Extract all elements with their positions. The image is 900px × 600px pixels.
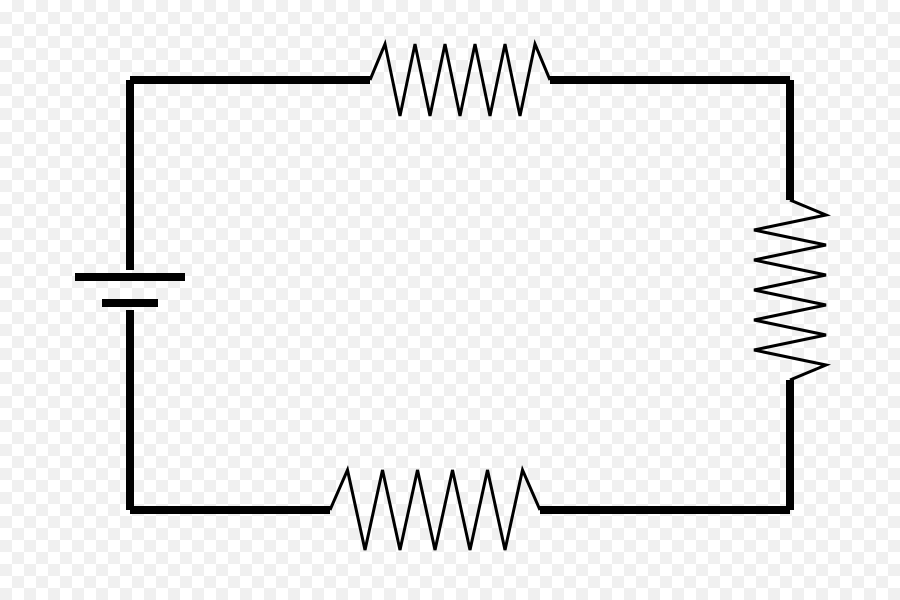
resistor-top: [370, 44, 550, 116]
resistor-right: [754, 200, 826, 380]
resistor-bottom: [330, 470, 540, 550]
series-circuit-diagram: [0, 0, 900, 600]
